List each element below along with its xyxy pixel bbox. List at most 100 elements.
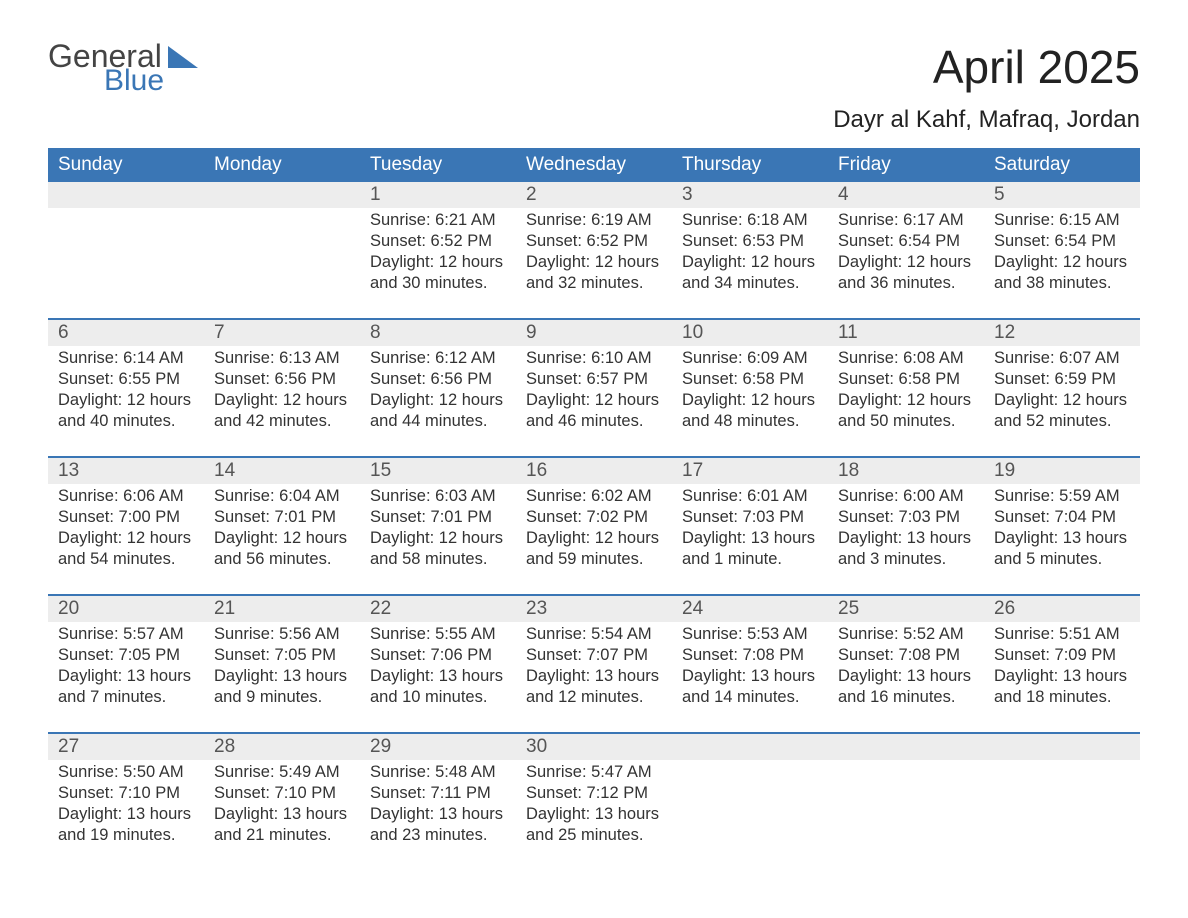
sunrise-text: Sunrise: 5:54 AM xyxy=(526,624,662,645)
logo-triangle-icon xyxy=(168,46,198,68)
sunrise-text: Sunrise: 5:51 AM xyxy=(994,624,1130,645)
day-cell: Sunrise: 6:14 AMSunset: 6:55 PMDaylight:… xyxy=(48,346,204,434)
day-cell xyxy=(984,760,1140,848)
daylight-text-2: and 9 minutes. xyxy=(214,687,350,708)
day-cell: Sunrise: 6:17 AMSunset: 6:54 PMDaylight:… xyxy=(828,208,984,296)
sunset-text: Sunset: 6:53 PM xyxy=(682,231,818,252)
sunrise-text: Sunrise: 5:56 AM xyxy=(214,624,350,645)
day-cell: Sunrise: 5:50 AMSunset: 7:10 PMDaylight:… xyxy=(48,760,204,848)
daylight-text-2: and 25 minutes. xyxy=(526,825,662,846)
daylight-text-2: and 52 minutes. xyxy=(994,411,1130,432)
daylight-text-2: and 59 minutes. xyxy=(526,549,662,570)
day-number: 23 xyxy=(516,596,672,622)
sunrise-text: Sunrise: 6:06 AM xyxy=(58,486,194,507)
day-number: 6 xyxy=(48,320,204,346)
daylight-text-2: and 3 minutes. xyxy=(838,549,974,570)
daylight-text-2: and 1 minute. xyxy=(682,549,818,570)
sunset-text: Sunset: 7:01 PM xyxy=(214,507,350,528)
sunrise-text: Sunrise: 5:52 AM xyxy=(838,624,974,645)
sunrise-text: Sunrise: 6:10 AM xyxy=(526,348,662,369)
sunset-text: Sunset: 6:58 PM xyxy=(838,369,974,390)
day-number: 5 xyxy=(984,182,1140,208)
sunset-text: Sunset: 7:12 PM xyxy=(526,783,662,804)
sunrise-text: Sunrise: 5:47 AM xyxy=(526,762,662,783)
daylight-text-1: Daylight: 12 hours xyxy=(214,390,350,411)
daylight-text-1: Daylight: 13 hours xyxy=(682,528,818,549)
sunset-text: Sunset: 7:10 PM xyxy=(58,783,194,804)
daylight-text-1: Daylight: 13 hours xyxy=(214,804,350,825)
day-body-row: Sunrise: 6:06 AMSunset: 7:00 PM Daylight:… xyxy=(48,484,1140,594)
daylight-text-1: Daylight: 13 hours xyxy=(58,804,194,825)
daylight-text-2: and 7 minutes. xyxy=(58,687,194,708)
day-number xyxy=(828,734,984,760)
sunset-text: Sunset: 7:05 PM xyxy=(58,645,194,666)
daylight-text-1: Daylight: 13 hours xyxy=(526,804,662,825)
sunset-text: Sunset: 6:56 PM xyxy=(370,369,506,390)
day-number xyxy=(984,734,1140,760)
sunrise-text: Sunrise: 5:48 AM xyxy=(370,762,506,783)
day-cell: Sunrise: 6:12 AMSunset: 6:56 PMDaylight:… xyxy=(360,346,516,434)
day-number: 9 xyxy=(516,320,672,346)
day-number: 1 xyxy=(360,182,516,208)
day-cell: Sunrise: 5:56 AMSunset: 7:05 PMDaylight:… xyxy=(204,622,360,710)
sunset-text: Sunset: 7:01 PM xyxy=(370,507,506,528)
daylight-text-2: and 30 minutes. xyxy=(370,273,506,294)
title-block: April 2025 Dayr al Kahf, Mafraq, Jordan xyxy=(833,40,1140,144)
day-number: 29 xyxy=(360,734,516,760)
day-body-row: Sunrise: 5:57 AMSunset: 7:05 PMDaylight:… xyxy=(48,622,1140,732)
sunset-text: Sunset: 7:04 PM xyxy=(994,507,1130,528)
sunrise-text: Sunrise: 6:08 AM xyxy=(838,348,974,369)
daylight-text-1: Daylight: 12 hours xyxy=(370,252,506,273)
daylight-text-1: Daylight: 12 hours xyxy=(994,252,1130,273)
sunrise-text: Sunrise: 6:03 AM xyxy=(370,486,506,507)
daylight-text-2: and 23 minutes. xyxy=(370,825,506,846)
dow-tuesday: Tuesday xyxy=(360,148,516,182)
day-cell xyxy=(48,208,204,296)
day-number: 20 xyxy=(48,596,204,622)
logo: General Blue xyxy=(48,40,198,96)
sunrise-text: Sunrise: 6:12 AM xyxy=(370,348,506,369)
daylight-text-1: Daylight: 12 hours xyxy=(838,252,974,273)
day-number-row: 13141516171819 xyxy=(48,458,1140,484)
calendar: Sunday Monday Tuesday Wednesday Thursday… xyxy=(48,148,1140,870)
day-cell: Sunrise: 6:01 AMSunset: 7:03 PMDaylight:… xyxy=(672,484,828,572)
sunset-text: Sunset: 6:59 PM xyxy=(994,369,1130,390)
sunrise-text: Sunrise: 6:04 AM xyxy=(214,486,350,507)
sunrise-text: Sunrise: 6:14 AM xyxy=(58,348,194,369)
day-cell xyxy=(204,208,360,296)
dow-wednesday: Wednesday xyxy=(516,148,672,182)
sunset-text: Sunset: 7:03 PM xyxy=(838,507,974,528)
dow-saturday: Saturday xyxy=(984,148,1140,182)
daylight-text-1: Daylight: 12 hours xyxy=(58,390,194,411)
daylight-text-1: Daylight: 12 hours xyxy=(838,390,974,411)
sunrise-text: Sunrise: 6:17 AM xyxy=(838,210,974,231)
sunrise-text: Sunrise: 5:50 AM xyxy=(58,762,194,783)
daylight-text-2: and 50 minutes. xyxy=(838,411,974,432)
sunrise-text: Sunrise: 6:19 AM xyxy=(526,210,662,231)
day-cell: Sunrise: 5:52 AMSunset: 7:08 PMDaylight:… xyxy=(828,622,984,710)
sunset-text: Sunset: 7:06 PM xyxy=(370,645,506,666)
daylight-text-1: Daylight: 13 hours xyxy=(370,804,506,825)
day-cell: Sunrise: 6:04 AMSunset: 7:01 PMDaylight:… xyxy=(204,484,360,572)
day-number: 17 xyxy=(672,458,828,484)
day-cell: Sunrise: 6:21 AMSunset: 6:52 PMDaylight:… xyxy=(360,208,516,296)
day-number: 7 xyxy=(204,320,360,346)
daylight-text-1: Daylight: 12 hours xyxy=(370,528,506,549)
day-body-row: Sunrise: 5:50 AMSunset: 7:10 PMDaylight:… xyxy=(48,760,1140,870)
logo-text-block: General Blue xyxy=(48,40,164,96)
sunset-text: Sunset: 7:08 PM xyxy=(838,645,974,666)
day-number: 26 xyxy=(984,596,1140,622)
day-number: 10 xyxy=(672,320,828,346)
day-body-row: Sunrise: 6:21 AMSunset: 6:52 PMDaylight:… xyxy=(48,208,1140,318)
dow-monday: Monday xyxy=(204,148,360,182)
day-cell: Sunrise: 5:55 AMSunset: 7:06 PMDaylight:… xyxy=(360,622,516,710)
sunrise-text: Sunrise: 6:13 AM xyxy=(214,348,350,369)
sunset-text: Sunset: 7:08 PM xyxy=(682,645,818,666)
daylight-text-2: and 58 minutes. xyxy=(370,549,506,570)
page-title: April 2025 xyxy=(833,40,1140,94)
calendar-week: 27282930Sunrise: 5:50 AMSunset: 7:10 PMD… xyxy=(48,732,1140,870)
sunset-text: Sunset: 6:52 PM xyxy=(526,231,662,252)
daylight-text-1: Daylight: 12 hours xyxy=(526,252,662,273)
sunset-text: Sunset: 7:00 PM xyxy=(58,507,194,528)
daylight-text-1: Daylight: 13 hours xyxy=(994,666,1130,687)
